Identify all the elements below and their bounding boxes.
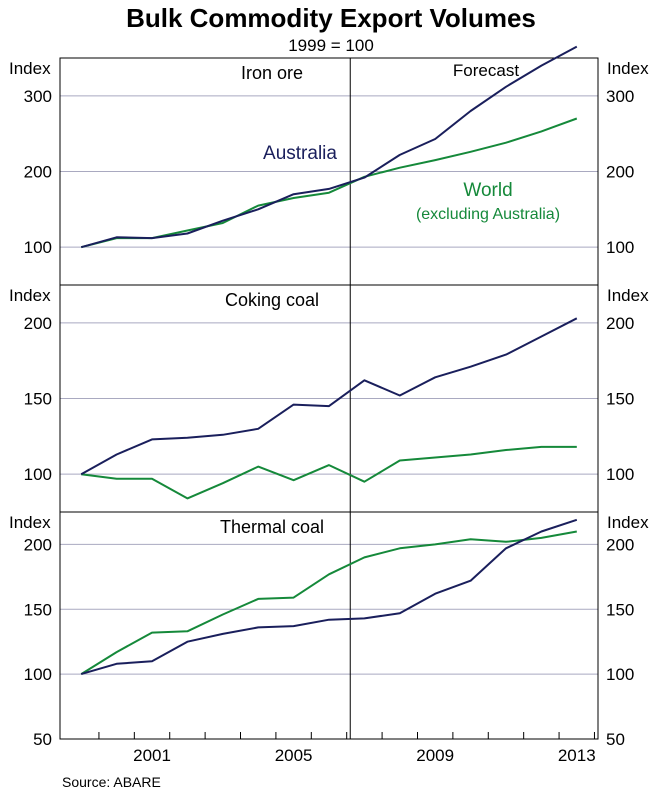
forecast-label: Forecast: [453, 61, 519, 80]
series-annotation-world: World: [463, 180, 512, 201]
y-tick-label-left: 50: [33, 730, 52, 749]
series-line-world: [80, 530, 577, 675]
x-tick-label: 2005: [275, 746, 313, 765]
series-annotation-world: (excluding Australia): [416, 206, 560, 223]
panel-label: Thermal coal: [220, 517, 324, 537]
panel-frame: [59, 511, 599, 740]
panel-thermal-coal: 50 50 100 100 150 150 200 200 Index Index Thermal …: [9, 511, 649, 749]
chart-panels: 100 100 200 200 300 300 Index Index Iron ore Fore…: [9, 45, 649, 765]
chart-title: Bulk Commodity Export Volumes: [126, 3, 536, 33]
y-tick-label-right: 100: [606, 465, 634, 484]
x-tick-label: 2001: [133, 746, 171, 765]
panel-iron-ore: 100 100 200 200 300 300 Index Index Iron ore Fore…: [9, 45, 649, 286]
panel-label: Coking coal: [225, 290, 319, 310]
y-axis-label-right: Index: [607, 286, 649, 305]
series-line-australia: [80, 518, 578, 676]
y-tick-label-right: 300: [606, 87, 634, 106]
panel-coking-coal: 100 100 150 150 200 200 Index Index Coking coal: [9, 284, 649, 513]
y-axis-label-left: Index: [9, 59, 51, 78]
y-tick-label-left: 200: [24, 535, 52, 554]
y-tick-label-left: 200: [24, 314, 52, 333]
chart-subtitle: 1999 = 100: [288, 36, 374, 55]
series-annotation-australia: Australia: [263, 143, 337, 164]
source-note: Source: ABARE: [62, 774, 161, 790]
y-tick-label-right: 50: [606, 730, 625, 749]
y-tick-label-right: 150: [606, 390, 634, 409]
y-tick-label-right: 150: [606, 600, 634, 619]
y-tick-label-right: 200: [606, 535, 634, 554]
y-tick-label-right: 200: [606, 163, 634, 182]
x-tick-label: 2013: [558, 746, 596, 765]
x-tick-label: 2009: [416, 746, 454, 765]
y-tick-label-right: 100: [606, 238, 634, 257]
y-tick-label-left: 150: [24, 600, 52, 619]
series-line-australia: [80, 317, 578, 476]
y-axis-label-right: Index: [607, 59, 649, 78]
y-tick-label-left: 100: [24, 465, 52, 484]
series-line-australia: [80, 45, 578, 249]
y-axis-label-left: Index: [9, 286, 51, 305]
y-axis-label-right: Index: [607, 513, 649, 532]
series-line-world: [81, 445, 577, 500]
y-tick-label-left: 300: [24, 87, 52, 106]
y-tick-label-right: 100: [606, 665, 634, 684]
y-axis-label-left: Index: [9, 513, 51, 532]
y-tick-label-left: 200: [24, 163, 52, 182]
y-tick-label-right: 200: [606, 314, 634, 333]
y-tick-label-left: 100: [24, 665, 52, 684]
y-tick-label-left: 100: [24, 238, 52, 257]
panel-label: Iron ore: [241, 63, 303, 83]
y-tick-label-left: 150: [24, 390, 52, 409]
